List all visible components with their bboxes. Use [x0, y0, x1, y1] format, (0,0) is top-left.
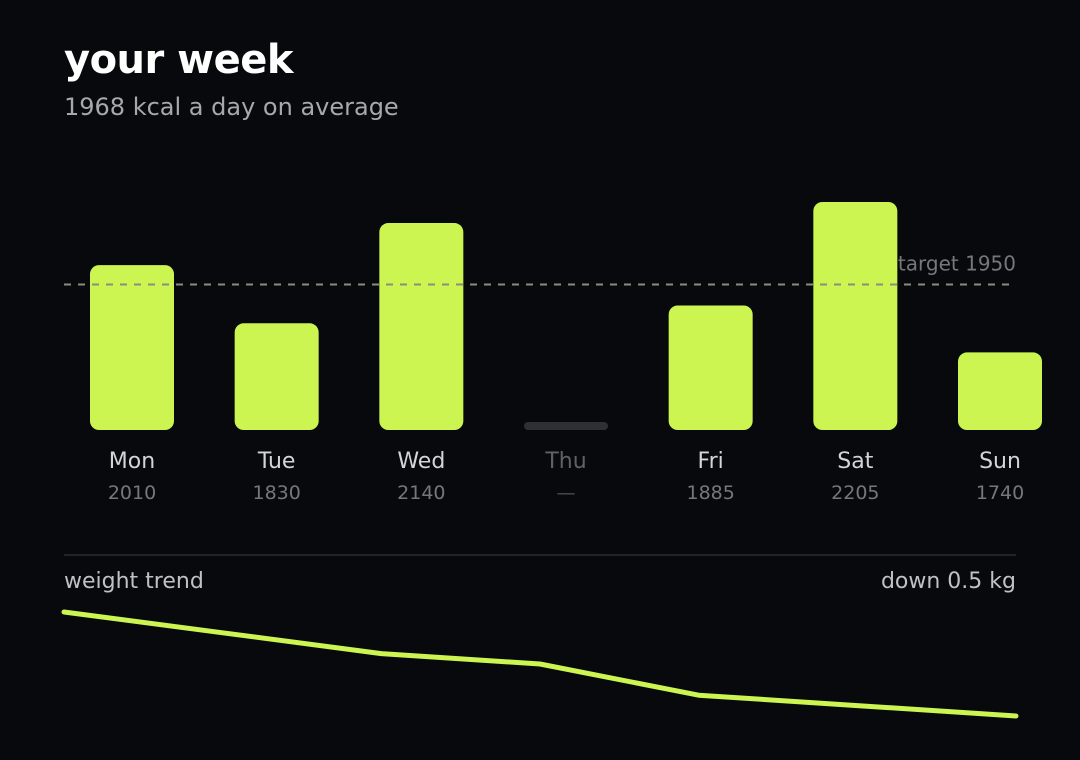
day-label-sun: Sun — [979, 449, 1021, 474]
day-label-thu: Thu — [544, 449, 586, 474]
bar-sat — [813, 202, 898, 430]
weight-change-label: down 0.5 kg — [880, 569, 1016, 594]
day-value-thu: — — [557, 482, 576, 504]
day-label-mon: Mon — [109, 449, 155, 474]
page-title: your week — [64, 37, 294, 83]
bar-wed — [379, 223, 464, 430]
day-label-sat: Sat — [837, 449, 873, 474]
weight-trend-chart — [61, 609, 1019, 719]
bar-sun — [958, 352, 1042, 430]
bar-mon — [90, 265, 174, 430]
day-label-fri: Fri — [698, 449, 724, 474]
day-value-wed: 2140 — [397, 482, 445, 504]
weight-trend-line — [61, 609, 1019, 719]
day-labels-layer: Mon 2010 Tue 1830 Wed 2140 Thu — Fri 1885 Sat 2205 S… — [108, 449, 1024, 504]
bar-thu-missing — [524, 422, 608, 430]
bar-fri — [668, 305, 753, 430]
day-value-tue: 1830 — [252, 482, 300, 504]
day-value-fri: 1885 — [686, 482, 734, 504]
day-value-sat: 2205 — [831, 482, 879, 504]
day-value-sun: 1740 — [976, 482, 1024, 504]
day-value-mon: 2010 — [108, 482, 156, 504]
page-subtitle: 1968 kcal a day on average — [64, 93, 399, 121]
day-label-wed: Wed — [397, 449, 445, 474]
day-label-tue: Tue — [257, 449, 296, 474]
bar-tue — [234, 323, 319, 430]
weight-trend-title: weight trend — [64, 569, 204, 594]
target-label: target 1950 — [898, 251, 1016, 275]
bars-layer — [90, 202, 1042, 430]
